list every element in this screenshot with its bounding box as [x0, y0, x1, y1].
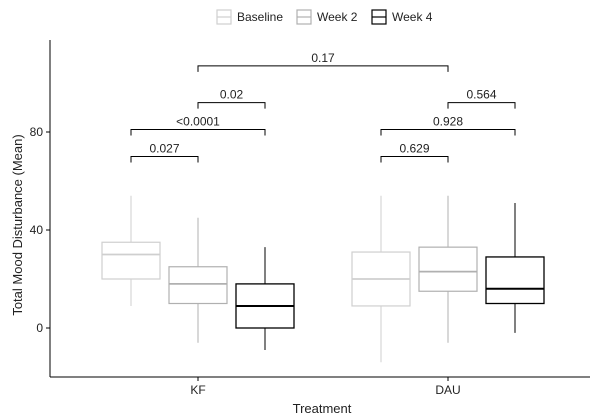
bracket: 0.027 — [130, 142, 199, 163]
box-iqr — [418, 246, 478, 292]
bracket-label: 0.564 — [466, 88, 496, 102]
y-tick-label: 80 — [30, 125, 44, 139]
legend-item-week-4: Week 4 — [371, 9, 433, 25]
legend-item-week-2: Week 2 — [296, 9, 358, 25]
box-iqr — [168, 266, 228, 305]
box-iqr — [485, 256, 545, 305]
bracket: 0.564 — [447, 88, 516, 109]
bracket-line — [380, 129, 516, 136]
x-tick-label: DAU — [435, 383, 460, 397]
bracket-line — [447, 102, 516, 109]
bracket-label: 0.027 — [149, 142, 179, 156]
bracket-line — [197, 65, 449, 72]
box-dau-week-2 — [418, 195, 478, 343]
y-tick-label: 40 — [30, 223, 44, 237]
bracket-label: 0.17 — [311, 51, 335, 65]
bracket: 0.629 — [380, 142, 449, 163]
box-dau-week-4 — [485, 203, 545, 333]
bracket: 0.02 — [197, 88, 266, 109]
x-axis-title: Treatment — [293, 401, 352, 416]
bracket-line — [130, 156, 199, 163]
bracket-label: <0.0001 — [176, 115, 220, 129]
boxes — [101, 195, 545, 363]
box-iqr — [101, 241, 161, 280]
legend: Baseline Week 2 Week 4 — [216, 9, 433, 25]
x-tick-label: KF — [190, 383, 205, 397]
bracket: <0.0001 — [130, 115, 266, 136]
bracket-label: 0.928 — [433, 115, 463, 129]
box-kf-week-4 — [235, 247, 295, 351]
bracket-line — [197, 102, 266, 109]
bracket: 0.17 — [197, 51, 449, 72]
bracket-line — [380, 156, 449, 163]
box-kf-week-2 — [168, 217, 228, 343]
axes: 0 40 80 KF DAU — [30, 40, 590, 397]
bracket-label: 0.629 — [399, 142, 429, 156]
bracket: 0.928 — [380, 115, 516, 136]
legend-item-baseline: Baseline — [216, 9, 283, 25]
bracket-label: 0.02 — [220, 88, 244, 102]
bracket-line — [130, 129, 266, 136]
y-tick-label: 0 — [36, 321, 43, 335]
legend-label: Baseline — [237, 10, 283, 24]
box-kf-baseline — [101, 195, 161, 306]
box-dau-baseline — [351, 195, 411, 363]
legend-label: Week 2 — [317, 10, 358, 24]
y-axis-title: Total Mood Disturbance (Mean) — [10, 134, 25, 315]
legend-label: Week 4 — [392, 10, 433, 24]
